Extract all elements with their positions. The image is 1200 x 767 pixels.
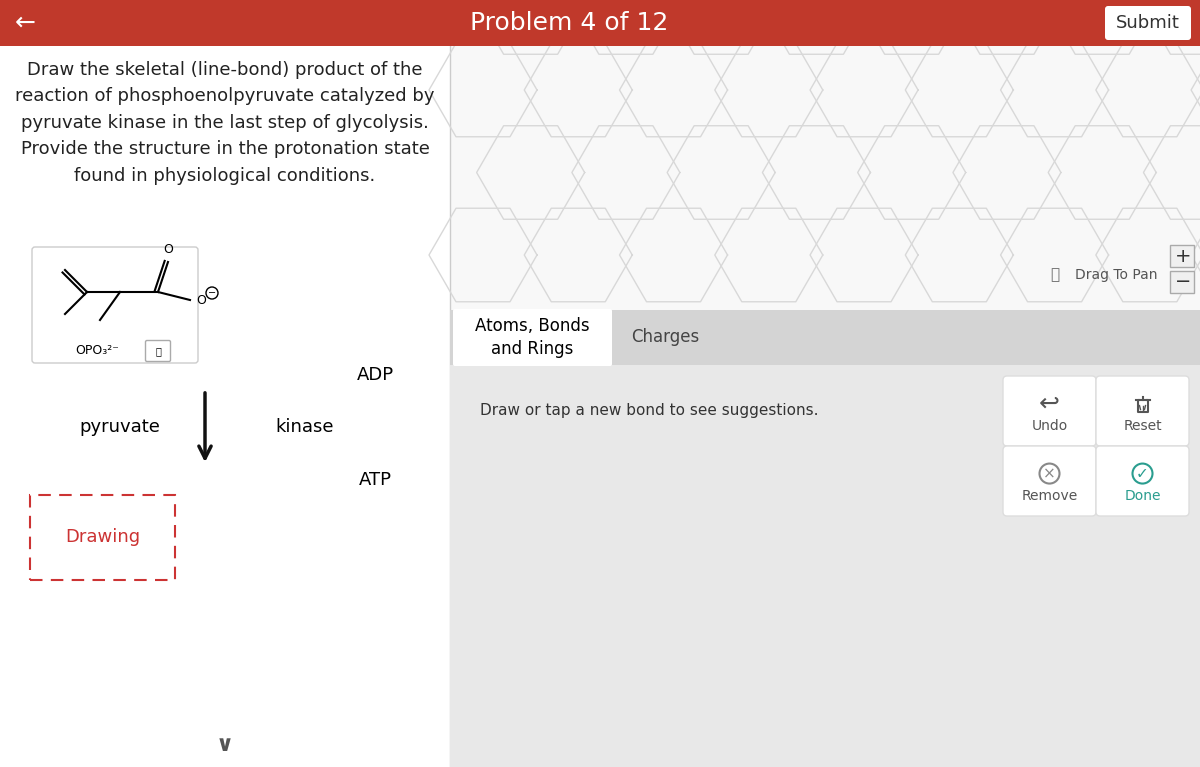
Text: Drawing: Drawing (65, 528, 140, 547)
Text: ↩: ↩ (1039, 392, 1060, 416)
Text: ∨: ∨ (216, 735, 234, 755)
Text: Atoms, Bonds
and Rings: Atoms, Bonds and Rings (475, 318, 590, 357)
Text: 🔍: 🔍 (155, 346, 161, 356)
Text: ADP: ADP (356, 366, 394, 384)
FancyBboxPatch shape (1096, 376, 1189, 446)
Bar (30, 495, 175, 580)
Text: Reset: Reset (1123, 420, 1162, 433)
Text: O: O (196, 294, 206, 307)
Text: ×: × (1043, 466, 1056, 481)
Text: Drag To Pan: Drag To Pan (1075, 268, 1158, 282)
Text: Charges: Charges (631, 328, 700, 347)
Text: −: − (1175, 272, 1192, 291)
Text: Draw or tap a new bond to see suggestions.: Draw or tap a new bond to see suggestion… (480, 403, 818, 417)
Bar (0, 0, 1200, 46)
Text: −: − (208, 288, 216, 298)
Text: kinase: kinase (276, 419, 335, 436)
Text: Done: Done (1124, 489, 1160, 503)
Text: O: O (163, 243, 173, 256)
Text: OPO₃²⁻: OPO₃²⁻ (74, 344, 119, 357)
Bar (450, 46, 1200, 310)
Text: Draw the skeletal (line-bond) product of the
reaction of phosphoenolpyruvate cat: Draw the skeletal (line-bond) product of… (16, 61, 434, 185)
Text: ✓: ✓ (1136, 466, 1148, 481)
Text: Problem 4 of 12: Problem 4 of 12 (470, 11, 668, 35)
FancyBboxPatch shape (454, 309, 612, 366)
FancyBboxPatch shape (1003, 446, 1096, 516)
Text: Undo: Undo (1031, 420, 1068, 433)
Text: ←: ← (14, 11, 36, 35)
FancyBboxPatch shape (1003, 376, 1096, 446)
Bar (450, 310, 1200, 365)
FancyBboxPatch shape (32, 247, 198, 363)
FancyBboxPatch shape (145, 341, 170, 361)
Bar (450, 365, 1200, 767)
Text: pyruvate: pyruvate (79, 419, 161, 436)
Text: +: + (1175, 246, 1192, 265)
FancyBboxPatch shape (1096, 446, 1189, 516)
FancyBboxPatch shape (1105, 6, 1190, 40)
FancyBboxPatch shape (1170, 245, 1194, 267)
FancyBboxPatch shape (1170, 271, 1194, 293)
Text: Submit: Submit (1116, 14, 1180, 32)
Text: ATP: ATP (359, 471, 391, 489)
Text: Remove: Remove (1021, 489, 1078, 503)
Text: 🤚: 🤚 (1050, 268, 1060, 282)
